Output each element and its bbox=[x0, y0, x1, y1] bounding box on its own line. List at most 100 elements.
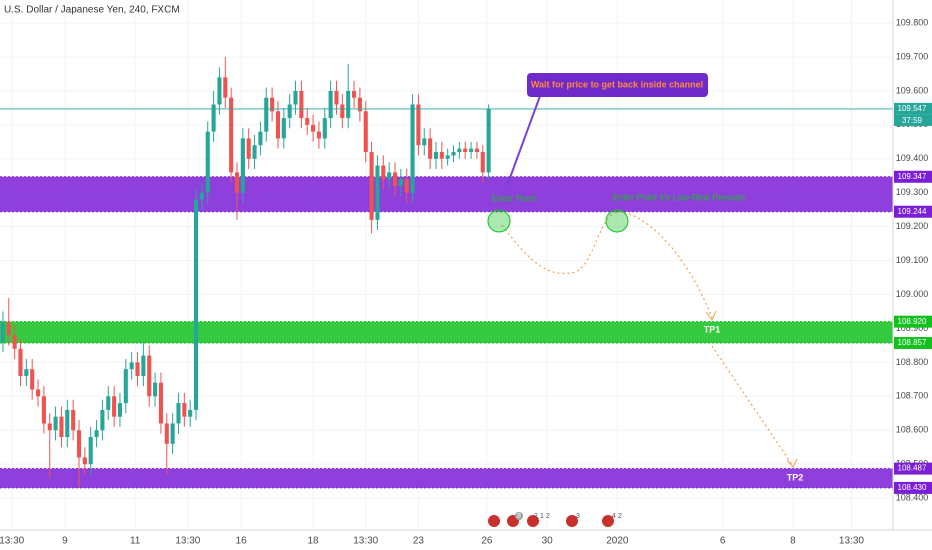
candle-body bbox=[439, 152, 444, 159]
zones bbox=[0, 176, 893, 489]
chart-title: U.S. Dollar / Japanese Yen, 240, FXCM bbox=[4, 5, 180, 16]
event-badge bbox=[515, 512, 523, 520]
event-count: 4 bbox=[612, 513, 616, 520]
candle-body bbox=[381, 165, 386, 180]
price-axis: 109.800109.700109.600109.500109.400109.3… bbox=[0, 17, 932, 547]
price-tag-label: 108.430 bbox=[898, 483, 927, 492]
x-tick-label: 13:30 bbox=[839, 536, 864, 547]
candle-body bbox=[229, 97, 234, 173]
candle-body bbox=[322, 118, 327, 139]
candle-body bbox=[106, 396, 111, 410]
path-projection bbox=[501, 211, 713, 319]
event-count: 8 bbox=[517, 513, 521, 520]
candle-body bbox=[293, 90, 298, 105]
x-tick-label: 6 bbox=[720, 536, 726, 547]
candle-body bbox=[457, 148, 462, 153]
y-tick-label: 108.800 bbox=[896, 357, 929, 367]
candle-body bbox=[141, 355, 146, 376]
candle-body bbox=[240, 138, 245, 193]
candle-body bbox=[100, 409, 105, 431]
candle-body bbox=[94, 430, 99, 438]
candle-body bbox=[264, 97, 269, 132]
candle-body bbox=[59, 416, 64, 438]
y-tick-label: 109.100 bbox=[896, 255, 929, 265]
price-tag-label: 108.487 bbox=[898, 464, 927, 473]
candle-body bbox=[398, 179, 403, 186]
zone bbox=[0, 321, 893, 344]
zone bbox=[0, 468, 893, 488]
candle-body bbox=[275, 111, 281, 139]
candle-body bbox=[287, 104, 292, 119]
price-tag-label: 108.857 bbox=[898, 338, 927, 347]
candle-body bbox=[112, 396, 117, 417]
candle-body bbox=[328, 90, 333, 119]
price-tag bbox=[894, 481, 932, 494]
candle-body bbox=[164, 423, 169, 444]
y-tick-label: 108.700 bbox=[896, 391, 929, 401]
x-tick-label: 13:30 bbox=[0, 536, 25, 547]
candle-body bbox=[117, 403, 123, 417]
candle-body bbox=[193, 199, 199, 410]
candle-body bbox=[199, 192, 204, 200]
callout-box bbox=[527, 73, 708, 97]
candle-body bbox=[340, 104, 345, 119]
x-tick-label: 16 bbox=[236, 536, 248, 547]
y-tick-label: 108.400 bbox=[896, 492, 929, 502]
arrow-head bbox=[786, 458, 798, 468]
candle-body bbox=[486, 108, 491, 173]
candle-body bbox=[311, 124, 316, 132]
candle-body bbox=[234, 172, 240, 193]
candle-body bbox=[188, 409, 193, 417]
candle-body bbox=[211, 104, 216, 132]
candle-body bbox=[76, 430, 82, 458]
candle-body bbox=[270, 97, 275, 112]
candle-body bbox=[217, 77, 222, 105]
candle-body bbox=[205, 131, 210, 193]
annotations: Wait for price to get back inside channe… bbox=[487, 73, 803, 482]
callout-pointer bbox=[506, 95, 541, 187]
event-icon bbox=[602, 515, 614, 527]
candle-body bbox=[416, 104, 421, 146]
candle-body bbox=[410, 104, 415, 193]
event-count: 2 bbox=[618, 513, 622, 520]
x-tick-label: 30 bbox=[542, 536, 554, 547]
price-tag bbox=[894, 170, 932, 183]
candle-body bbox=[170, 423, 175, 444]
countdown-bg bbox=[894, 114, 932, 126]
candle-body bbox=[153, 382, 158, 397]
candle-body bbox=[351, 90, 357, 98]
entry-circle bbox=[487, 209, 511, 233]
candle-body bbox=[469, 148, 474, 153]
candle-body bbox=[369, 152, 374, 220]
candle-body bbox=[53, 416, 58, 431]
x-tick-label: 23 bbox=[413, 536, 425, 547]
candle-body bbox=[147, 355, 152, 397]
candle-body bbox=[0, 321, 5, 343]
event-icon bbox=[488, 515, 500, 527]
event-icon bbox=[566, 515, 578, 527]
candle-body bbox=[387, 172, 392, 180]
candle-body bbox=[392, 172, 398, 186]
events: 8 2 1 2 3 4 2 bbox=[488, 512, 622, 527]
x-tick-label: 8 bbox=[790, 536, 796, 547]
candle-body bbox=[135, 362, 140, 376]
candle-body bbox=[334, 90, 339, 105]
candle-body bbox=[428, 138, 433, 159]
arrow-head bbox=[705, 310, 717, 321]
candle-body bbox=[463, 148, 468, 153]
price-tag bbox=[894, 462, 932, 475]
y-tick-label: 109.800 bbox=[896, 17, 929, 27]
candle-body bbox=[223, 77, 228, 98]
candle-body bbox=[35, 389, 41, 397]
annotation-text: Enter Point for Low-Risk Persons bbox=[613, 192, 746, 202]
zone bbox=[0, 176, 893, 212]
candle-body bbox=[176, 403, 181, 424]
price-tag-label: 109.347 bbox=[898, 172, 927, 181]
candle-body bbox=[18, 348, 23, 376]
x-tick-label: 26 bbox=[481, 536, 493, 547]
event-count: 1 bbox=[540, 513, 544, 520]
countdown: 37:59 bbox=[902, 116, 923, 125]
price-tag bbox=[894, 337, 932, 350]
candle-body bbox=[47, 423, 52, 431]
